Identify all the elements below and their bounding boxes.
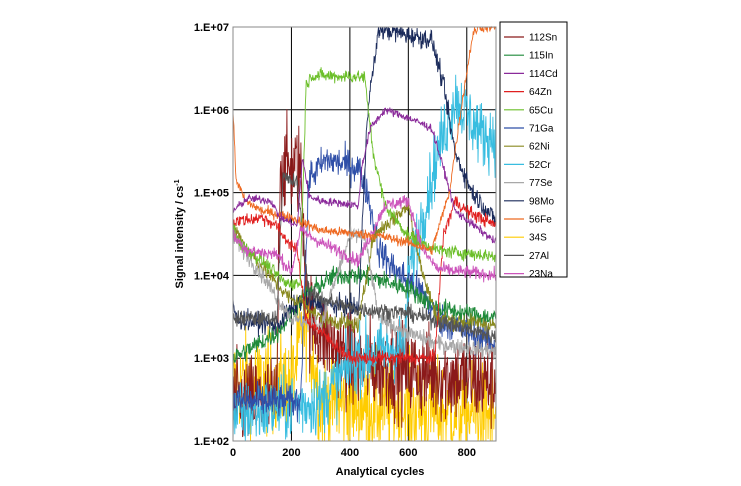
- x-axis: 0 200 400 600 800: [230, 447, 476, 459]
- series-line-65Cu: [232, 67, 497, 291]
- y-axis-label-superscript: -1: [174, 179, 181, 185]
- series-line-23Na: [232, 195, 497, 283]
- legend-label: 23Na: [529, 269, 553, 280]
- legend-box: [499, 21, 568, 278]
- legend-label: 56Fe: [529, 215, 552, 226]
- legend-label: 98Mo: [529, 196, 554, 207]
- legend: 112Sn 115In 114Cd 64Zn 65Cu 71Ga 62Ni 52Cr 77Se 9…: [499, 21, 568, 280]
- series-lines: [232, 25, 497, 443]
- legend-label: 77Se: [529, 178, 553, 189]
- y-axis: 1.E+02 1.E+03 1.E+04 1.E+05 1.E+06 1.E+07: [194, 22, 230, 448]
- legend-label: 27Al: [529, 251, 549, 262]
- legend-label: 34S: [529, 233, 547, 244]
- legend-label: 62Ni: [529, 142, 550, 153]
- legend-label: 115In: [529, 51, 553, 62]
- y-tick-label: 1.E+02: [194, 436, 229, 448]
- legend-label: 71Ga: [529, 124, 554, 135]
- series-line-27Al: [232, 172, 497, 345]
- x-tick-label: 400: [341, 447, 359, 459]
- series-line-56Fe: [232, 25, 497, 255]
- x-tick-label: 200: [282, 447, 300, 459]
- y-axis-label: Signal intensity / cs-1: [174, 179, 186, 288]
- y-tick-label: 1.E+05: [194, 188, 229, 200]
- legend-label: 114Cd: [529, 69, 558, 80]
- legend-label: 65Cu: [529, 105, 553, 116]
- series-line-115In: [232, 262, 497, 364]
- series-line-114Cd: [232, 107, 497, 244]
- plot-frame: [232, 26, 497, 442]
- y-tick-label: 1.E+06: [194, 105, 229, 117]
- legend-label: 52Cr: [529, 160, 551, 171]
- series-line-62Ni: [232, 200, 497, 334]
- x-tick-label: 0: [230, 447, 236, 459]
- x-tick-label: 600: [399, 447, 417, 459]
- series-line-64Zn: [232, 195, 497, 367]
- x-axis-label: Analytical cycles: [336, 466, 425, 478]
- y-axis-label-main: Signal intensity / cs: [174, 186, 186, 289]
- y-tick-label: 1.E+07: [194, 22, 229, 34]
- y-tick-label: 1.E+04: [194, 270, 230, 282]
- x-tick-label: 800: [458, 447, 476, 459]
- y-tick-label: 1.E+03: [194, 353, 229, 365]
- legend-label: 112Sn: [529, 33, 557, 44]
- legend-label: 64Zn: [529, 87, 552, 98]
